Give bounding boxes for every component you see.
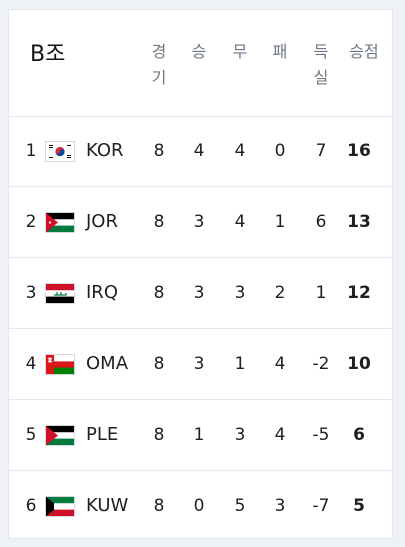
korea-flag-icon (46, 142, 74, 161)
team-name[interactable]: IRQ (86, 282, 118, 303)
points-cell: 16 (347, 141, 371, 161)
won-cell: 1 (193, 425, 205, 445)
drawn-cell: 4 (234, 141, 246, 161)
points-cell: 10 (347, 354, 371, 374)
header-goal-difference: 득 실 (313, 42, 329, 87)
iraq-flag-icon (46, 284, 74, 303)
team-name[interactable]: PLE (86, 424, 119, 445)
table-row[interactable]: 6 KUW 8 0 5 3 -7 5 (9, 471, 392, 542)
goal-difference-cell: 7 (315, 141, 327, 161)
goal-difference-cell: -2 (312, 354, 330, 374)
rank-cell: 4 (25, 354, 37, 374)
table-row[interactable]: 2 JOR 8 3 4 1 6 13 (9, 187, 392, 258)
points-cell: 5 (353, 496, 365, 516)
header-drawn: 무 (232, 42, 248, 61)
goal-difference-cell: 1 (315, 283, 327, 303)
won-cell: 0 (193, 496, 205, 516)
palestine-flag-icon (46, 426, 74, 445)
drawn-cell: 3 (234, 425, 246, 445)
table-row[interactable]: 4 OMA 8 3 1 4 -2 10 (9, 329, 392, 400)
rank-cell: 2 (25, 212, 37, 232)
goal-difference-cell: 6 (315, 212, 327, 232)
lost-cell: 2 (274, 283, 286, 303)
won-cell: 3 (193, 354, 205, 374)
team-name[interactable]: KOR (86, 140, 124, 161)
goal-difference-cell: -7 (312, 496, 330, 516)
drawn-cell: 5 (234, 496, 246, 516)
played-cell: 8 (153, 283, 165, 303)
played-cell: 8 (153, 425, 165, 445)
kuwait-flag-icon (46, 497, 74, 516)
header-points: 승점 (349, 42, 379, 61)
header-played: 경 기 (151, 42, 167, 87)
lost-cell: 1 (274, 212, 286, 232)
standings-card: B조 경 기 승 무 패 득 실 승점 1 KOR 8 4 4 0 7 16 2 JOR 8 3 4 1 6… (8, 9, 393, 539)
lost-cell: 4 (274, 354, 286, 374)
header-won: 승 (191, 42, 207, 61)
won-cell: 3 (193, 212, 205, 232)
won-cell: 4 (193, 141, 205, 161)
jordan-flag-icon (46, 213, 74, 232)
points-cell: 13 (347, 212, 371, 232)
points-cell: 12 (347, 283, 371, 303)
standings-header: B조 경 기 승 무 패 득 실 승점 (9, 10, 392, 117)
won-cell: 3 (193, 283, 205, 303)
points-cell: 6 (353, 425, 365, 445)
rank-cell: 3 (25, 283, 37, 303)
group-title: B조 (30, 42, 66, 67)
goal-difference-cell: -5 (312, 425, 330, 445)
drawn-cell: 3 (234, 283, 246, 303)
table-row[interactable]: 3 IRQ 8 3 3 2 1 12 (9, 258, 392, 329)
played-cell: 8 (153, 212, 165, 232)
played-cell: 8 (153, 496, 165, 516)
team-name[interactable]: OMA (86, 353, 129, 374)
played-cell: 8 (153, 141, 165, 161)
rank-cell: 5 (25, 425, 37, 445)
played-cell: 8 (153, 354, 165, 374)
drawn-cell: 1 (234, 354, 246, 374)
rank-cell: 1 (25, 141, 37, 161)
lost-cell: 3 (274, 496, 286, 516)
lost-cell: 4 (274, 425, 286, 445)
table-row[interactable]: 5 PLE 8 1 3 4 -5 6 (9, 400, 392, 471)
lost-cell: 0 (274, 141, 286, 161)
oman-flag-icon (46, 355, 74, 374)
team-name[interactable]: KUW (86, 495, 129, 516)
rank-cell: 6 (25, 496, 37, 516)
header-lost: 패 (272, 42, 288, 61)
drawn-cell: 4 (234, 212, 246, 232)
team-name[interactable]: JOR (86, 211, 118, 232)
table-row[interactable]: 1 KOR 8 4 4 0 7 16 (9, 116, 392, 187)
